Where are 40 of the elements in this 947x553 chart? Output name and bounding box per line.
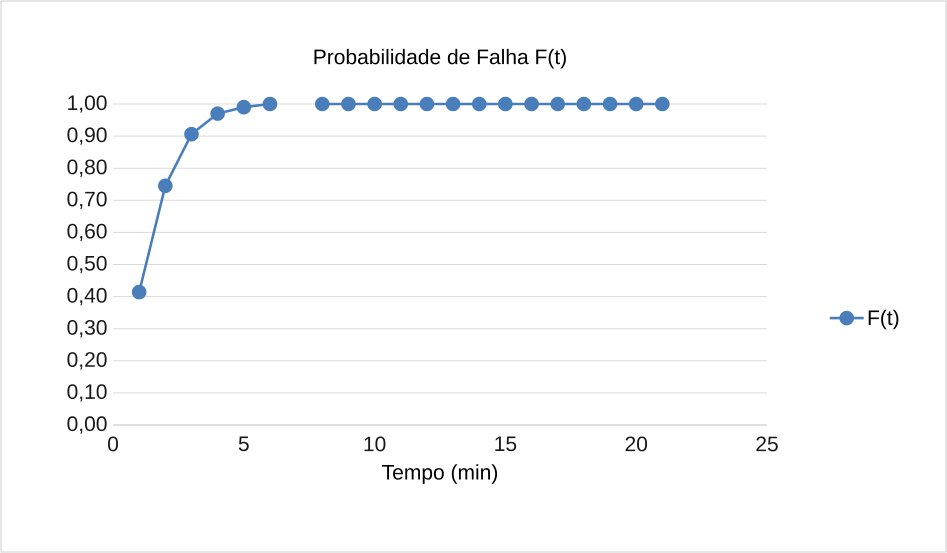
point [524,96,539,112]
point [498,96,513,112]
legend-label: F(t) [868,310,898,330]
y-tick-label: 0,00 [67,416,107,434]
point [628,96,644,112]
x-axis-title: Tempo (min) [382,464,498,484]
point [184,126,199,142]
point [210,106,225,121]
point [314,96,330,112]
point [655,96,670,112]
x-tick-label: 10 [364,436,386,452]
y-tick-label: 0,60 [67,224,107,242]
point [602,96,618,112]
y-tick-label: 1,00 [68,95,107,113]
point [367,96,382,112]
point [420,96,434,112]
point [472,96,487,112]
x-tick-label: 25 [756,436,778,452]
point [158,178,173,194]
point [132,284,146,300]
y-tick-label: 0,40 [67,288,107,306]
point [262,96,278,112]
point [393,96,408,112]
point [576,96,592,112]
point [446,96,460,112]
x-tick-label: 15 [495,436,516,452]
x-tick-label: 5 [238,436,249,452]
x-tick-label: 20 [626,436,648,452]
x-tick-label: 0 [108,436,118,452]
point [236,100,252,114]
y-tick-label: 0,10 [67,384,107,402]
y-tick-label: 0,90 [67,127,107,145]
y-tick-label: 0,80 [67,160,107,177]
point [341,96,356,112]
point [550,96,566,112]
y-tick-label: 0,30 [67,320,107,338]
chart-title: Probabilidade de Falha F(t) [314,48,566,68]
y-tick-label: 0,70 [67,192,107,209]
y-tick-label: 0,20 [67,352,107,370]
y-tick-label: 0,50 [67,256,107,274]
